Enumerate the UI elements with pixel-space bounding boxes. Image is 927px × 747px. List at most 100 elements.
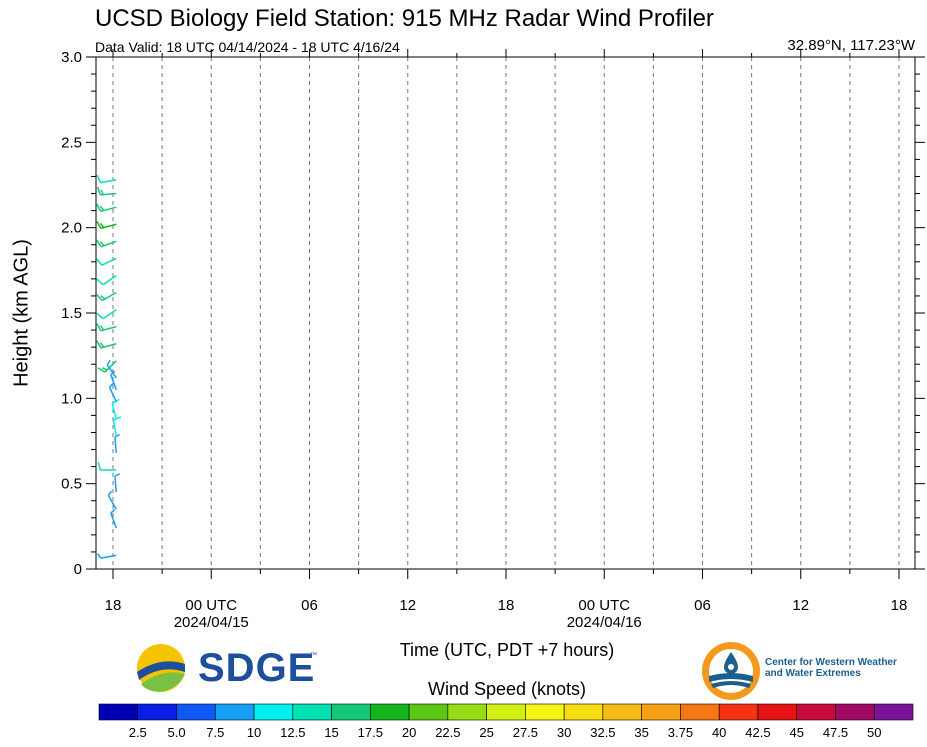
colorbar-segment xyxy=(408,703,449,721)
barb-feather xyxy=(108,382,114,388)
colorbar-label: 20 xyxy=(402,725,416,740)
colorbar-segment xyxy=(563,703,604,721)
x-axis-label: Time (UTC, PDT +7 hours) xyxy=(399,640,615,660)
colorbar-label: 12.5 xyxy=(280,725,305,740)
x-tick-label: 12 xyxy=(792,597,809,614)
barb-feather xyxy=(114,473,121,477)
barb-feather xyxy=(113,416,122,421)
colorbar-label: 42.5 xyxy=(745,725,770,740)
colorbar-label: 40 xyxy=(712,725,726,740)
wind-barb xyxy=(96,274,117,286)
barb-staff xyxy=(114,436,118,454)
barb-feather xyxy=(100,189,104,196)
wind-barb xyxy=(96,323,117,332)
barb-feather xyxy=(95,258,103,266)
x-tick-label: 06 xyxy=(301,597,318,614)
cw3e-wordmark: Center for Western Weather and Water Ext… xyxy=(765,657,897,679)
colorbar-label: 15 xyxy=(324,725,338,740)
colorbar-segment xyxy=(98,703,139,721)
sdge-wordmark: SDGE xyxy=(198,646,315,691)
x-tick-label: 12 xyxy=(399,597,416,614)
colorbar-segment xyxy=(486,703,526,721)
barb-staff xyxy=(111,403,117,420)
barb-feather xyxy=(99,222,105,229)
barb-staff xyxy=(100,179,117,184)
wind-barb xyxy=(114,473,121,493)
sdge-wordmark-text: SDGE xyxy=(198,646,316,690)
colorbar-segment xyxy=(525,703,565,721)
x-tick-label: 00 UTC xyxy=(185,597,237,614)
colorbar-segment xyxy=(176,703,216,721)
wind-barb xyxy=(96,308,117,320)
colorbar: 2.5 5.0 7.5 10 12.5 15 17.5 20 22.5 25 27.5 30 32.5 3… xyxy=(98,703,914,740)
x-tick-label: 18 xyxy=(498,597,515,614)
wind-barb xyxy=(110,508,117,529)
colorbar-segment xyxy=(370,703,410,721)
station-coordinates: 32.89°N, 117.23°W xyxy=(787,37,915,54)
wind-barb xyxy=(97,553,117,559)
barb-staff xyxy=(101,257,117,266)
wind-barb xyxy=(95,257,117,266)
barb-feather xyxy=(96,220,102,229)
colorbar-segment xyxy=(214,703,255,721)
barb-feather xyxy=(96,294,103,302)
barb-staff xyxy=(107,495,117,510)
chart-title: UCSD Biology Field Station: 915 MHz Rada… xyxy=(95,5,714,32)
colorbar-segment xyxy=(718,703,759,721)
barb-feather xyxy=(96,174,102,183)
y-tick-label: 1.5 xyxy=(61,305,82,322)
barb-feather xyxy=(99,342,105,348)
wind-barbs xyxy=(95,174,122,559)
sdge-trademark: ™ xyxy=(310,652,317,659)
colorbar-segment xyxy=(331,703,371,721)
barb-feather xyxy=(96,186,102,196)
barb-feather xyxy=(99,205,105,212)
colorbar-label: 27.5 xyxy=(513,725,538,740)
x-tick-sublabel: 2024/04/15 xyxy=(174,614,249,631)
sdge-logo xyxy=(135,642,325,692)
colorbar-label: 3.75 xyxy=(668,725,693,740)
barb-feather xyxy=(101,367,108,371)
barb-feather xyxy=(96,312,104,320)
barb-feather xyxy=(96,323,102,332)
colorbar-segment xyxy=(757,703,798,721)
colorbar-label: 50 xyxy=(867,725,881,740)
x-tick-label: 00 UTC xyxy=(578,597,630,614)
barb-feather xyxy=(114,433,121,438)
barb-feather xyxy=(97,461,102,471)
cw3e-logo-icon xyxy=(702,642,760,700)
colorbar-segment xyxy=(137,703,177,721)
wind-barb xyxy=(112,416,122,437)
barb-staff xyxy=(108,386,117,403)
y-tick-label: 0.5 xyxy=(61,476,82,493)
wind-barb xyxy=(114,433,121,454)
barb-staff xyxy=(100,554,117,559)
grid-lines xyxy=(112,57,900,569)
barb-staff xyxy=(102,308,117,320)
colorbar-segment xyxy=(253,703,294,721)
colorbar-label: 35 xyxy=(634,725,648,740)
colorbar-segment xyxy=(796,703,836,721)
barb-feather xyxy=(110,508,116,514)
barb-feather xyxy=(96,278,104,286)
colorbar-label: 2.5 xyxy=(129,725,147,740)
barb-feather xyxy=(99,241,105,247)
wind-barb xyxy=(96,340,117,349)
barb-feather xyxy=(96,239,102,248)
barb-feather xyxy=(107,490,113,496)
wind-barb xyxy=(97,360,117,373)
colorbar-segment xyxy=(835,703,875,721)
colorbar-label: 5.0 xyxy=(167,725,185,740)
cw3e-line1: Center for Western Weather xyxy=(765,657,897,668)
y-tick-label: 1.0 xyxy=(61,390,82,407)
barb-feather xyxy=(96,203,102,212)
barb-staff xyxy=(114,476,118,493)
colorbar-segment xyxy=(873,703,914,721)
wind-barb xyxy=(96,239,117,248)
colorbar-segment xyxy=(602,703,642,721)
barb-feather xyxy=(100,295,106,300)
barb-staff xyxy=(112,419,118,437)
wind-barb xyxy=(96,203,117,213)
wind-barb xyxy=(106,359,117,379)
